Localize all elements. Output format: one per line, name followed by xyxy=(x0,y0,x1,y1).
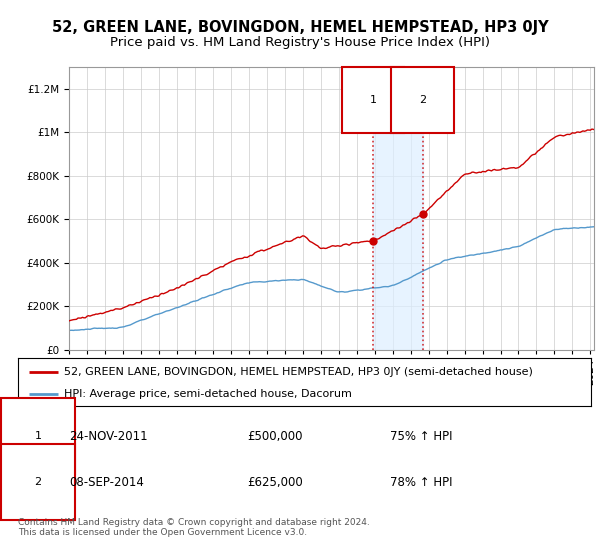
Text: HPI: Average price, semi-detached house, Dacorum: HPI: Average price, semi-detached house,… xyxy=(64,389,352,399)
Text: 2: 2 xyxy=(34,477,41,487)
Text: 08-SEP-2014: 08-SEP-2014 xyxy=(70,475,145,489)
Text: 52, GREEN LANE, BOVINGDON, HEMEL HEMPSTEAD, HP3 0JY (semi-detached house): 52, GREEN LANE, BOVINGDON, HEMEL HEMPSTE… xyxy=(64,367,533,377)
Bar xyxy=(373,67,422,350)
Text: 52, GREEN LANE, BOVINGDON, HEMEL HEMPSTEAD, HP3 0JY: 52, GREEN LANE, BOVINGDON, HEMEL HEMPSTE… xyxy=(52,20,548,35)
Text: £500,000: £500,000 xyxy=(247,430,303,442)
Text: Price paid vs. HM Land Registry's House Price Index (HPI): Price paid vs. HM Land Registry's House … xyxy=(110,36,490,49)
Text: 2: 2 xyxy=(419,95,426,105)
Text: 75% ↑ HPI: 75% ↑ HPI xyxy=(391,430,453,442)
Text: 1: 1 xyxy=(35,431,41,441)
Text: Contains HM Land Registry data © Crown copyright and database right 2024.
This d: Contains HM Land Registry data © Crown c… xyxy=(18,518,370,538)
Text: £625,000: £625,000 xyxy=(247,475,303,489)
Text: 78% ↑ HPI: 78% ↑ HPI xyxy=(391,475,453,489)
Text: 1: 1 xyxy=(370,95,377,105)
Text: 24-NOV-2011: 24-NOV-2011 xyxy=(70,430,148,442)
